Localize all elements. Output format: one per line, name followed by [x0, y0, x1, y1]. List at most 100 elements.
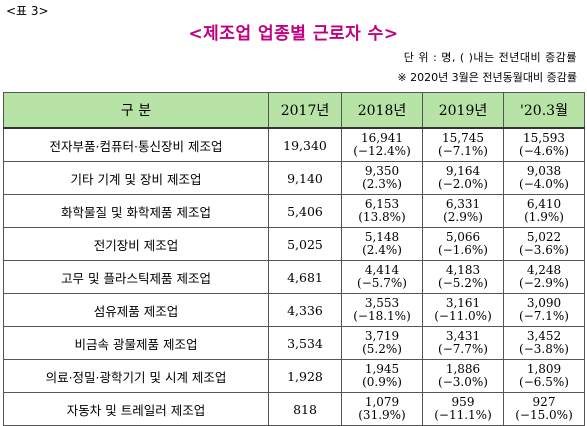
- count-y2018: 6,153: [364, 197, 400, 211]
- change-rate-y2018: (−18.1%): [353, 309, 411, 323]
- industry-name: 전기장비 제조업: [3, 227, 269, 261]
- count-y2019: 1,886: [445, 362, 481, 376]
- cell-y2018: 3,553 (−18.1%): [341, 293, 423, 327]
- change-rate-y2020: (−2.9%): [519, 276, 569, 290]
- cell-y2020: 15,593 (−4.6%): [503, 127, 585, 162]
- change-rate-y2020: (−4.6%): [519, 144, 569, 158]
- workers-by-industry-table: 구 분 2017년 2018년 2019년 '20.3월 전자부품·컴퓨터·통신…: [3, 92, 585, 426]
- count-y2020: 15,593: [523, 131, 565, 145]
- change-rate-y2019: (−11.1%): [434, 408, 492, 422]
- cell-y2019: 6,331 (2.9%): [422, 194, 504, 228]
- header-2019: 2019년: [422, 92, 504, 129]
- change-rate-y2020: (−3.6%): [519, 243, 569, 257]
- count-y2020: 5,022: [526, 230, 562, 244]
- change-rate-y2019: (−7.1%): [438, 144, 488, 158]
- count-y2018: 4,414: [364, 263, 400, 277]
- cell-y2018: 9,350 (2.3%): [341, 161, 423, 195]
- value-2017: 5,025: [268, 227, 342, 261]
- change-rate-y2020: (−15.0%): [515, 408, 573, 422]
- count-y2018: 9,350: [364, 164, 400, 178]
- change-rate-y2020: (−4.0%): [519, 177, 569, 191]
- count-y2018: 1,079: [364, 395, 400, 409]
- change-rate-y2019: (−2.0%): [438, 177, 488, 191]
- cell-y2020: 6,410 (1.9%): [503, 194, 585, 228]
- table-row: 전기장비 제조업 5,025 5,148 (2.4%) 5,066 (−1.6%) 5,02…: [3, 227, 585, 261]
- table-row: 기타 기계 및 장비 제조업 9,140 9,350 (2.3%) 9,164 (−2.0…: [3, 161, 585, 195]
- cell-y2018: 16,941 (−12.4%): [341, 127, 423, 162]
- count-y2019: 4,183: [445, 263, 481, 277]
- industry-name: 전자부품·컴퓨터·통신장비 제조업: [3, 127, 269, 162]
- change-rate-y2020: (−6.5%): [519, 375, 569, 389]
- change-rate-y2020: (−7.1%): [519, 309, 569, 323]
- count-y2020: 4,248: [526, 263, 562, 277]
- value-2017: 9,140: [268, 161, 342, 195]
- count-y2020: 9,038: [526, 164, 562, 178]
- cell-y2020: 1,809 (−6.5%): [503, 359, 585, 393]
- change-rate-y2018: (2.3%): [362, 177, 402, 191]
- value-2017: 4,681: [268, 260, 342, 294]
- count-y2018: 3,553: [364, 296, 400, 310]
- industry-name: 비금속 광물제품 제조업: [3, 326, 269, 360]
- value-2017: 5,406: [268, 194, 342, 228]
- cell-y2019: 9,164 (−2.0%): [422, 161, 504, 195]
- cell-y2018: 5,148 (2.4%): [341, 227, 423, 261]
- count-y2018: 3,719: [364, 329, 400, 343]
- count-y2019: 3,431: [445, 329, 481, 343]
- count-y2018: 5,148: [364, 230, 400, 244]
- industry-name: 자동차 및 트레일러 제조업: [3, 392, 269, 426]
- header-2020-march: '20.3월: [503, 92, 585, 129]
- cell-y2020: 5,022 (−3.6%): [503, 227, 585, 261]
- header-2017: 2017년: [268, 92, 342, 129]
- table-row: 전자부품·컴퓨터·통신장비 제조업 19,340 16,941 (−12.4%) 15,…: [3, 127, 585, 162]
- value-2017: 1,928: [268, 359, 342, 393]
- count-y2020: 3,090: [526, 296, 562, 310]
- table-row: 자동차 및 트레일러 제조업 818 1,079 (31.9%) 959 (−11.1%)…: [3, 392, 585, 426]
- industry-name: 의료·정밀·광학기기 및 시계 제조업: [3, 359, 269, 393]
- cell-y2019: 3,161 (−11.0%): [422, 293, 504, 327]
- industry-name: 기타 기계 및 장비 제조업: [3, 161, 269, 195]
- change-rate-y2018: (5.2%): [362, 342, 402, 356]
- change-rate-y2018: (0.9%): [362, 375, 402, 389]
- change-rate-y2019: (−11.0%): [434, 309, 492, 323]
- value-2017: 4,336: [268, 293, 342, 327]
- table-row: 화학물질 및 화학제품 제조업 5,406 6,153 (13.8%) 6,331 (2.…: [3, 194, 585, 228]
- header-category: 구 분: [3, 92, 269, 129]
- cell-y2018: 6,153 (13.8%): [341, 194, 423, 228]
- cell-y2020: 3,090 (−7.1%): [503, 293, 585, 327]
- table-row: 의료·정밀·광학기기 및 시계 제조업 1,928 1,945 (0.9%) 1,886…: [3, 359, 585, 393]
- change-rate-y2018: (−5.7%): [357, 276, 407, 290]
- value-2017: 19,340: [268, 127, 342, 162]
- table-row: 비금속 광물제품 제조업 3,534 3,719 (5.2%) 3,431 (−7.7%)…: [3, 326, 585, 360]
- count-y2020: 6,410: [526, 197, 562, 211]
- cell-y2018: 3,719 (5.2%): [341, 326, 423, 360]
- cell-y2019: 959 (−11.1%): [422, 392, 504, 426]
- header-2018: 2018년: [341, 92, 423, 129]
- cell-y2018: 1,079 (31.9%): [341, 392, 423, 426]
- cell-y2018: 1,945 (0.9%): [341, 359, 423, 393]
- count-y2020: 1,809: [526, 362, 562, 376]
- cell-y2018: 4,414 (−5.7%): [341, 260, 423, 294]
- change-rate-y2019: (−1.6%): [438, 243, 488, 257]
- count-y2019: 959: [451, 395, 475, 409]
- count-y2018: 1,945: [364, 362, 400, 376]
- industry-name: 고무 및 플라스틱제품 제조업: [3, 260, 269, 294]
- change-rate-y2018: (31.9%): [358, 408, 406, 422]
- value-2017: 3,534: [268, 326, 342, 360]
- document-title: <제조업 업종별 근로자 수>: [188, 24, 399, 44]
- count-y2019: 15,745: [442, 131, 484, 145]
- cell-y2020: 927 (−15.0%): [503, 392, 585, 426]
- change-rate-y2019: (−7.7%): [438, 342, 488, 356]
- unit-note: 단 위 : 명, ( )내는 전년대비 증감률: [403, 51, 577, 64]
- change-rate-y2019: (−5.2%): [438, 276, 488, 290]
- table-body: 전자부품·컴퓨터·통신장비 제조업 19,340 16,941 (−12.4%) 15,…: [3, 127, 585, 426]
- change-rate-y2018: (−12.4%): [353, 144, 411, 158]
- count-y2019: 9,164: [445, 164, 481, 178]
- cell-y2019: 15,745 (−7.1%): [422, 127, 504, 162]
- cell-y2019: 4,183 (−5.2%): [422, 260, 504, 294]
- change-rate-y2018: (2.4%): [362, 243, 402, 257]
- table-row: 고무 및 플라스틱제품 제조업 4,681 4,414 (−5.7%) 4,183 (−5…: [3, 260, 585, 294]
- change-rate-y2019: (2.9%): [443, 210, 483, 224]
- change-rate-y2020: (1.9%): [524, 210, 564, 224]
- count-y2020: 3,452: [526, 329, 562, 343]
- cell-y2020: 4,248 (−2.9%): [503, 260, 585, 294]
